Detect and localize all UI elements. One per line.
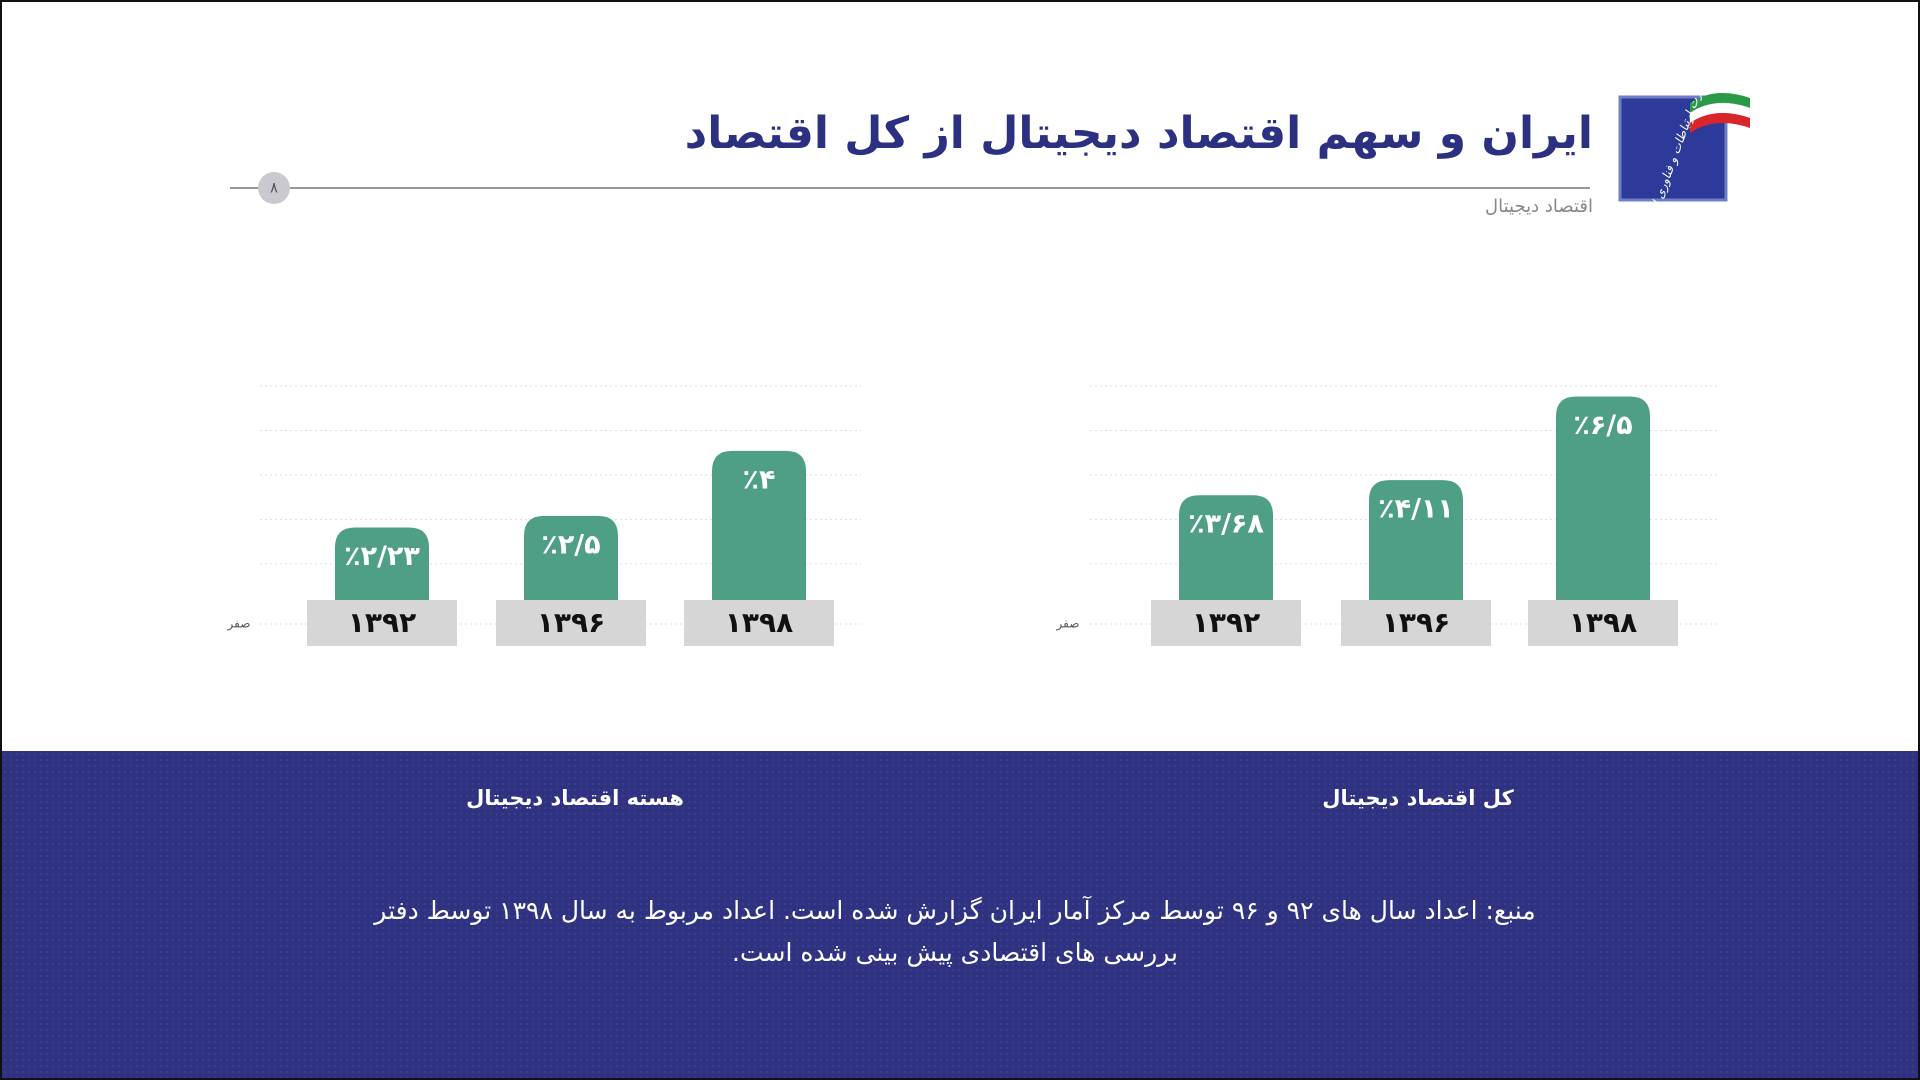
page-number: ۸: [270, 179, 278, 197]
value-label: ٪۴: [743, 464, 776, 495]
y-tick-label: صفر: [227, 617, 251, 632]
bar: [1556, 396, 1650, 624]
category-box: [307, 600, 457, 646]
source-line: بررسی های اقتصادی پیش بینی شده است.: [732, 938, 1178, 967]
value-label: ٪۳/۶۸: [1188, 509, 1264, 540]
category-box: [1528, 600, 1678, 646]
value-label: ٪۲/۵: [541, 529, 600, 560]
x-tick-label: ۱۳۹۲: [348, 606, 416, 639]
category-box: [1341, 600, 1491, 646]
bar: [1179, 495, 1273, 624]
category-box: [496, 600, 646, 646]
x-tick-label: ۱۳۹۶: [537, 606, 605, 639]
category-box: [1151, 600, 1301, 646]
value-label: ٪۲/۲۳: [344, 541, 420, 572]
x-tick-label: ۱۳۹۲: [1192, 606, 1260, 639]
x-tick-label: ۱۳۹۸: [725, 606, 793, 639]
x-tick-label: ۱۳۹۸: [1569, 606, 1637, 639]
bar: [1369, 480, 1463, 624]
chart-caption: کل اقتصاد دیجیتال: [1322, 786, 1514, 810]
bar: [712, 450, 806, 624]
page-badge: [258, 172, 290, 204]
y-tick-label: صفر: [1056, 617, 1080, 632]
x-tick-label: ۱۳۹۶: [1382, 606, 1450, 639]
slide-title: ایران و سهم اقتصاد دیجیتال از کل اقتصاد: [684, 108, 1593, 159]
category-box: [684, 600, 834, 646]
chart-caption: هسته اقتصاد دیجیتال: [466, 786, 684, 810]
value-label: ٪۶/۵: [1573, 410, 1632, 441]
value-label: ٪۴/۱۱: [1378, 494, 1454, 525]
logo: وزارت ارتباطات و فناوری اطلاعات: [1618, 76, 1751, 244]
source-line: منبع: اعداد سال های ۹۲ و ۹۶ توسط مرکز آم…: [374, 896, 1536, 925]
footer-band: [2, 751, 1918, 1078]
bar: [335, 527, 429, 624]
flag-red: [1690, 113, 1750, 133]
source-note: منبع: اعداد سال های ۹۲ و ۹۶ توسط مرکز آم…: [374, 890, 1535, 974]
slide-subtitle: اقتصاد دیجیتال: [1485, 196, 1593, 217]
bar: [524, 515, 618, 624]
